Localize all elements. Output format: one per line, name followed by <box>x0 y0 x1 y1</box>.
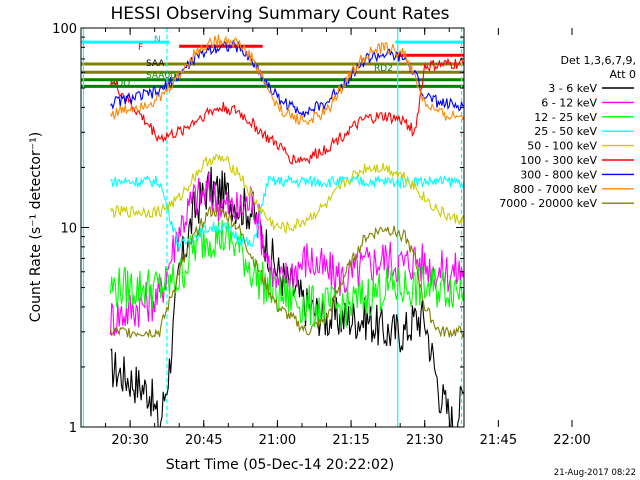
x-tick-label-3: 21:15 <box>332 433 369 448</box>
plot-frame <box>80 27 465 428</box>
series-line-4 <box>109 153 464 234</box>
annotation-1: F <box>138 43 143 53</box>
legend-label-0: 3 - 6 keV <box>548 82 597 95</box>
legend-label-8: 7000 - 20000 keV <box>499 197 597 210</box>
y-axis-label: Count Rate (s⁻¹ detector⁻¹) <box>28 132 44 322</box>
series-line-3 <box>110 174 464 252</box>
x-tick-label-4: 21:30 <box>406 433 443 448</box>
legend-label-5: 100 - 300 keV <box>520 154 597 167</box>
x-tick-label-6: 22:00 <box>553 433 590 448</box>
annotation-2: SAA <box>146 59 165 69</box>
date-stamp: 21-Aug-2017 08:22 <box>554 468 636 478</box>
series-line-8 <box>109 206 464 340</box>
series-line-0 <box>110 166 464 427</box>
y-tick-label-1: 10 <box>60 222 77 237</box>
annotation-5: RD2 <box>374 64 393 74</box>
legend-label-2: 12 - 25 keV <box>534 111 597 124</box>
series-line-6 <box>110 39 464 118</box>
x-tick-label-5: 21:45 <box>480 433 517 448</box>
legend-label-1: 6 - 12 keV <box>541 96 597 109</box>
series-line-7 <box>110 34 464 126</box>
legend-label-6: 300 - 800 keV <box>520 168 597 181</box>
legend-label-4: 50 - 100 keV <box>527 140 597 153</box>
y-tick-label-2: 1 <box>69 421 77 436</box>
legend-label-7: 800 - 7000 keV <box>513 183 597 196</box>
series-line-1 <box>109 172 464 337</box>
x-tick-label-1: 20:45 <box>185 433 222 448</box>
series-line-2 <box>109 219 464 329</box>
series-line-5 <box>109 57 464 165</box>
legend-header-0: Det 1,3,6,7,9, <box>560 54 636 67</box>
x-tick-label-2: 21:00 <box>259 433 296 448</box>
x-tick-label-0: 20:30 <box>111 433 148 448</box>
annotation-0: N <box>154 35 161 45</box>
annotation-4: SAA00 <box>146 71 176 81</box>
legend-label-3: 25 - 50 keV <box>534 125 597 138</box>
annotation-3: RDO <box>110 79 130 89</box>
legend-header-1: Att 0 <box>610 68 636 81</box>
x-axis-label: Start Time (05-Dec-14 20:22:02) <box>166 457 394 473</box>
y-tick-label-0: 100 <box>52 22 77 37</box>
chart-title: HESSI Observing Summary Count Rates <box>110 4 449 24</box>
